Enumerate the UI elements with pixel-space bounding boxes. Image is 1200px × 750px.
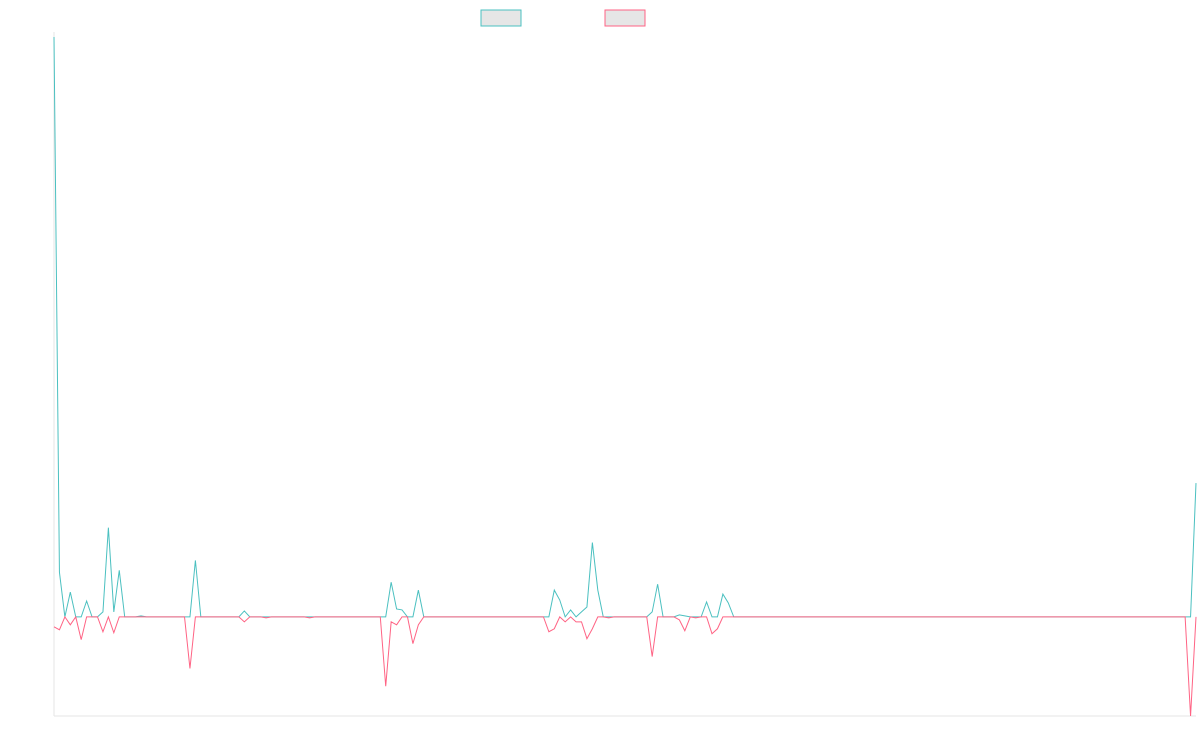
series-group xyxy=(53,36,1197,717)
legend-swatch-series-2[interactable] xyxy=(604,9,646,27)
series-1-line xyxy=(53,36,1197,618)
series-2-line xyxy=(53,615,1197,717)
legend-swatch-series-1[interactable] xyxy=(480,9,522,27)
legend xyxy=(480,9,646,27)
